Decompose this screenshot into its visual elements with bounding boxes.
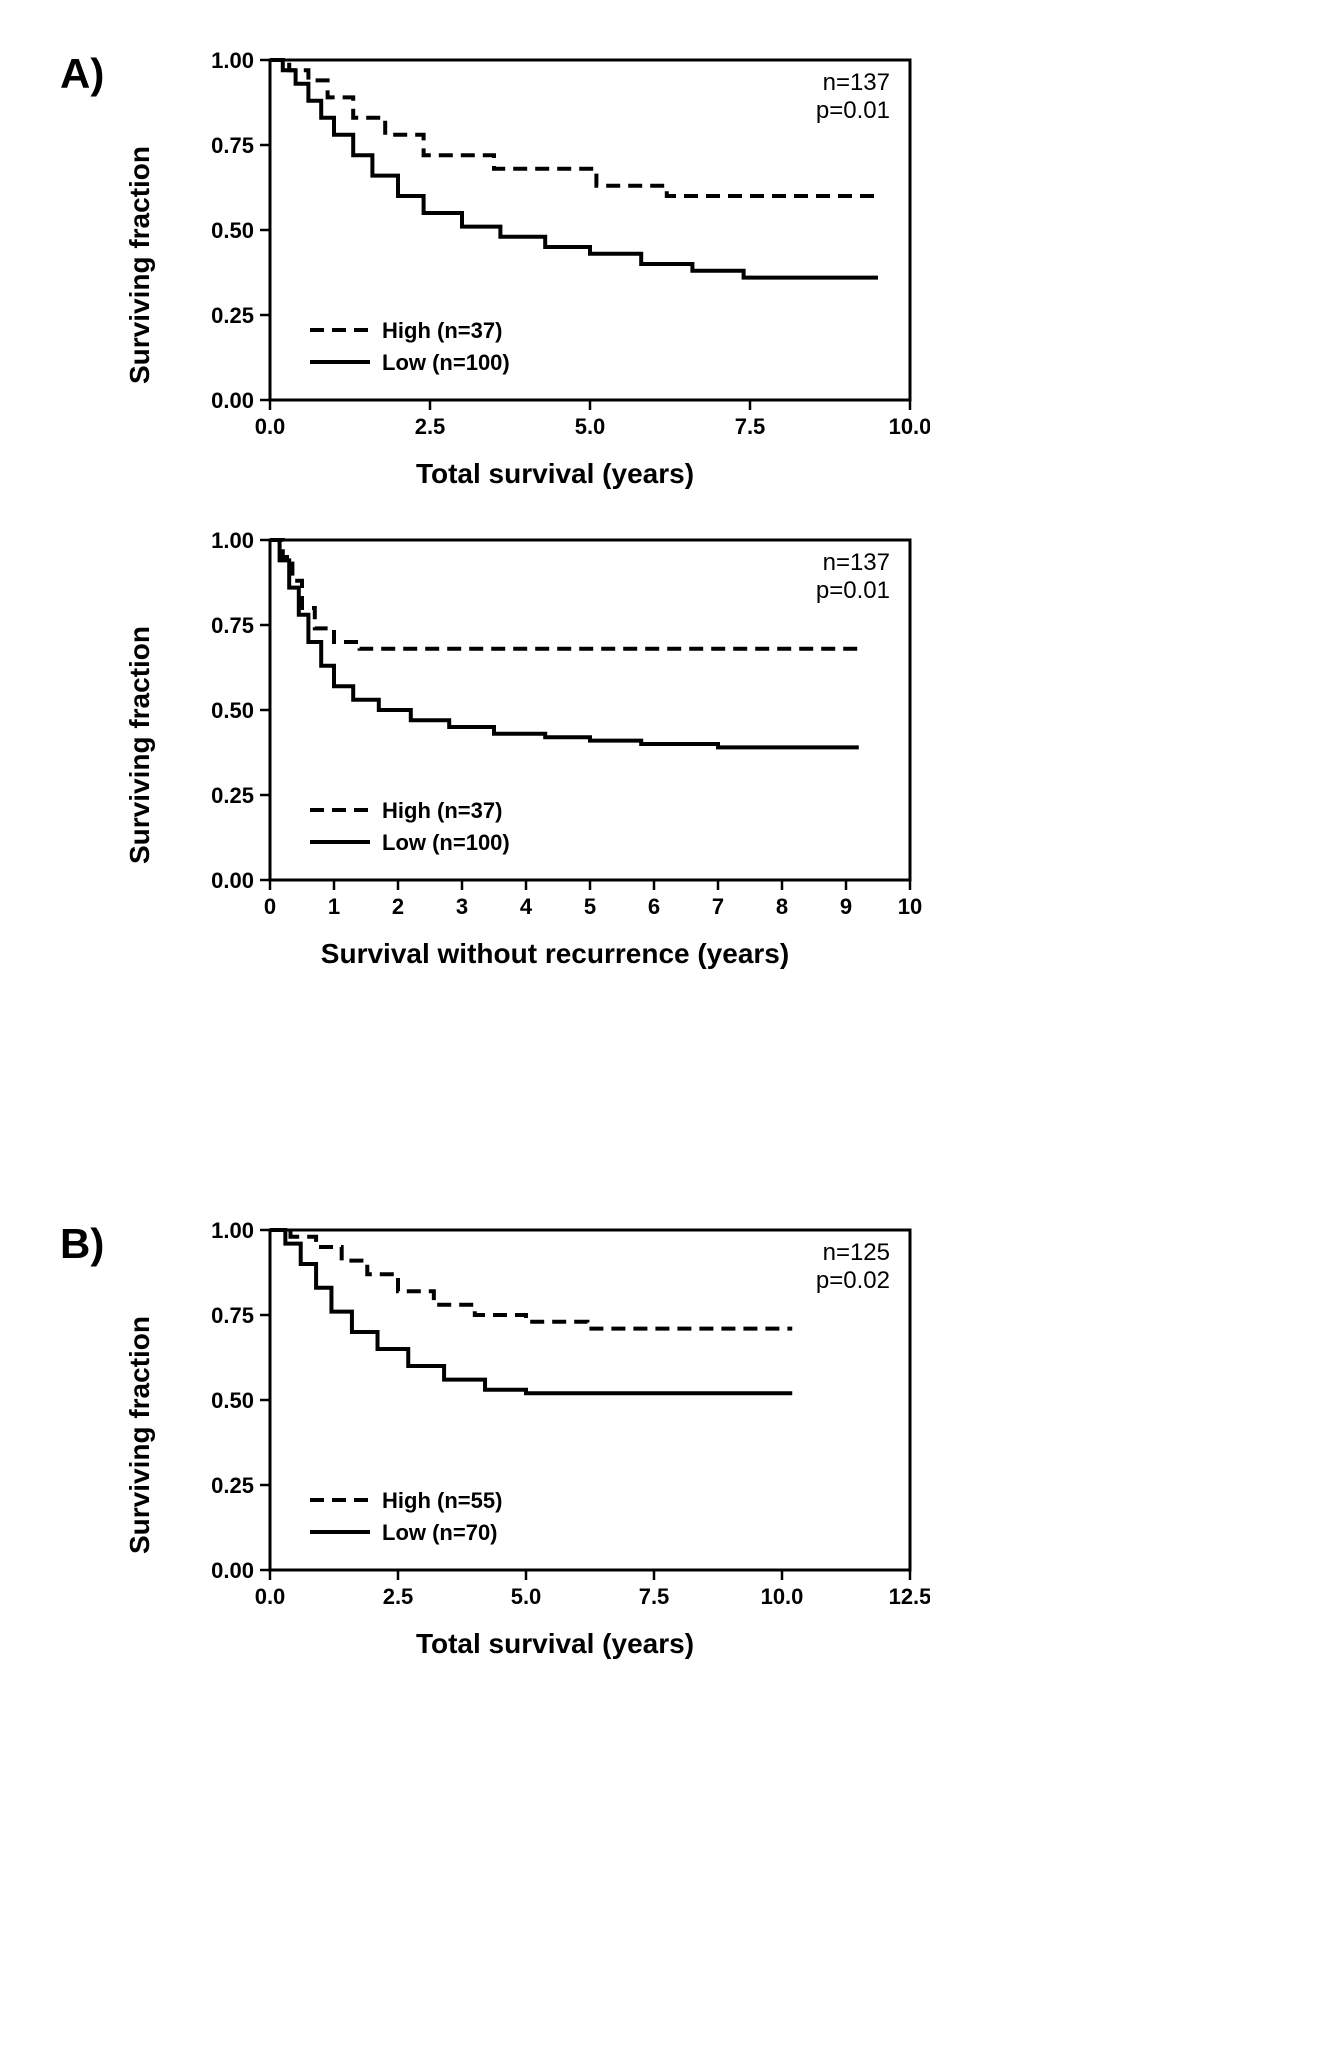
svg-text:12.5: 12.5 <box>889 1584 930 1609</box>
svg-text:6: 6 <box>648 894 660 919</box>
chart-a1-xlabel: Total survival (years) <box>180 458 930 490</box>
svg-text:5: 5 <box>584 894 596 919</box>
svg-text:0.75: 0.75 <box>211 1303 254 1328</box>
panel-b-label: B) <box>20 1210 180 1268</box>
svg-text:5.0: 5.0 <box>575 414 606 439</box>
svg-text:0.25: 0.25 <box>211 783 254 808</box>
chart-b1-svg: 0.0 2.5 5.0 7.5 10.0 12.5 0.00 0.25 0.50 0.75 1.00… <box>180 1210 930 1620</box>
svg-text:1.00: 1.00 <box>211 48 254 73</box>
svg-text:0.0: 0.0 <box>255 414 286 439</box>
svg-text:9: 9 <box>840 894 852 919</box>
panel-b-row: B) Surviving fraction 0.0 2.5 5.0 7.5 10.0 12… <box>20 1210 930 1660</box>
svg-text:0.75: 0.75 <box>211 133 254 158</box>
svg-text:0: 0 <box>264 894 276 919</box>
svg-text:2.5: 2.5 <box>415 414 446 439</box>
svg-text:0.75: 0.75 <box>211 613 254 638</box>
svg-text:Low (n=100): Low (n=100) <box>382 350 510 375</box>
svg-text:7: 7 <box>712 894 724 919</box>
svg-text:0.50: 0.50 <box>211 1388 254 1413</box>
chart-a2-xlabel: Survival without recurrence (years) <box>180 938 930 970</box>
svg-text:High (n=37): High (n=37) <box>382 318 502 343</box>
chart-a2-svg: 0 1 2 3 4 5 6 7 8 9 10 0.00 0.25 0.50 0.75 1.00 n=137p=0… <box>180 520 930 930</box>
svg-text:High (n=55): High (n=55) <box>382 1488 502 1513</box>
svg-text:Low (n=100): Low (n=100) <box>382 830 510 855</box>
figure-root: A) Surviving fraction 0.02.55.07.510.00.… <box>20 40 1304 1700</box>
panel-a-charts: Surviving fraction 0.02.55.07.510.00.000… <box>180 40 930 970</box>
svg-text:High (n=37): High (n=37) <box>382 798 502 823</box>
chart-b1-ylabel: Surviving fraction <box>124 1316 156 1554</box>
svg-text:0.00: 0.00 <box>211 388 254 413</box>
svg-text:5.0: 5.0 <box>511 1584 542 1609</box>
svg-text:10.0: 10.0 <box>761 1584 804 1609</box>
svg-text:n=125: n=125 <box>823 1239 890 1266</box>
svg-text:8: 8 <box>776 894 788 919</box>
svg-text:7.5: 7.5 <box>639 1584 670 1609</box>
svg-text:0.0: 0.0 <box>255 1584 286 1609</box>
chart-b1-container: Surviving fraction 0.02.55.07.510.012.50… <box>180 1210 930 1660</box>
svg-text:1: 1 <box>328 894 340 919</box>
svg-text:2.5: 2.5 <box>383 1584 414 1609</box>
chart-a2-container: Surviving fraction 0123456789100.000.250… <box>180 520 930 970</box>
svg-text:3: 3 <box>456 894 468 919</box>
panel-a-label: A) <box>20 40 180 98</box>
panel-b-charts: Surviving fraction 0.02.55.07.510.012.50… <box>180 1210 930 1660</box>
svg-text:10: 10 <box>898 894 922 919</box>
svg-text:10.0: 10.0 <box>889 414 930 439</box>
panel-a-row: A) Surviving fraction 0.02.55.07.510.00.… <box>20 40 930 970</box>
svg-text:p=0.01: p=0.01 <box>816 97 890 124</box>
chart-a1-svg: 0.0 2.5 5.0 7.5 10.0 0.00 0.25 0.50 0.75 1.00 n=13… <box>180 40 930 450</box>
svg-text:1.00: 1.00 <box>211 1218 254 1243</box>
svg-text:n=137: n=137 <box>823 549 890 576</box>
chart-a1-ylabel: Surviving fraction <box>124 146 156 384</box>
svg-text:Low (n=70): Low (n=70) <box>382 1520 498 1545</box>
svg-text:0.25: 0.25 <box>211 1473 254 1498</box>
svg-text:p=0.01: p=0.01 <box>816 577 890 604</box>
svg-text:4: 4 <box>520 894 533 919</box>
svg-text:0.00: 0.00 <box>211 868 254 893</box>
chart-a1-container: Surviving fraction 0.02.55.07.510.00.000… <box>180 40 930 490</box>
chart-b1-xlabel: Total survival (years) <box>180 1628 930 1660</box>
chart-a2-ylabel: Surviving fraction <box>124 626 156 864</box>
svg-text:0.50: 0.50 <box>211 698 254 723</box>
svg-text:p=0.02: p=0.02 <box>816 1267 890 1294</box>
svg-text:0.25: 0.25 <box>211 303 254 328</box>
svg-text:2: 2 <box>392 894 404 919</box>
svg-text:1.00: 1.00 <box>211 528 254 553</box>
svg-text:7.5: 7.5 <box>735 414 766 439</box>
svg-text:0.50: 0.50 <box>211 218 254 243</box>
svg-text:n=137: n=137 <box>823 69 890 96</box>
svg-text:0.00: 0.00 <box>211 1558 254 1583</box>
